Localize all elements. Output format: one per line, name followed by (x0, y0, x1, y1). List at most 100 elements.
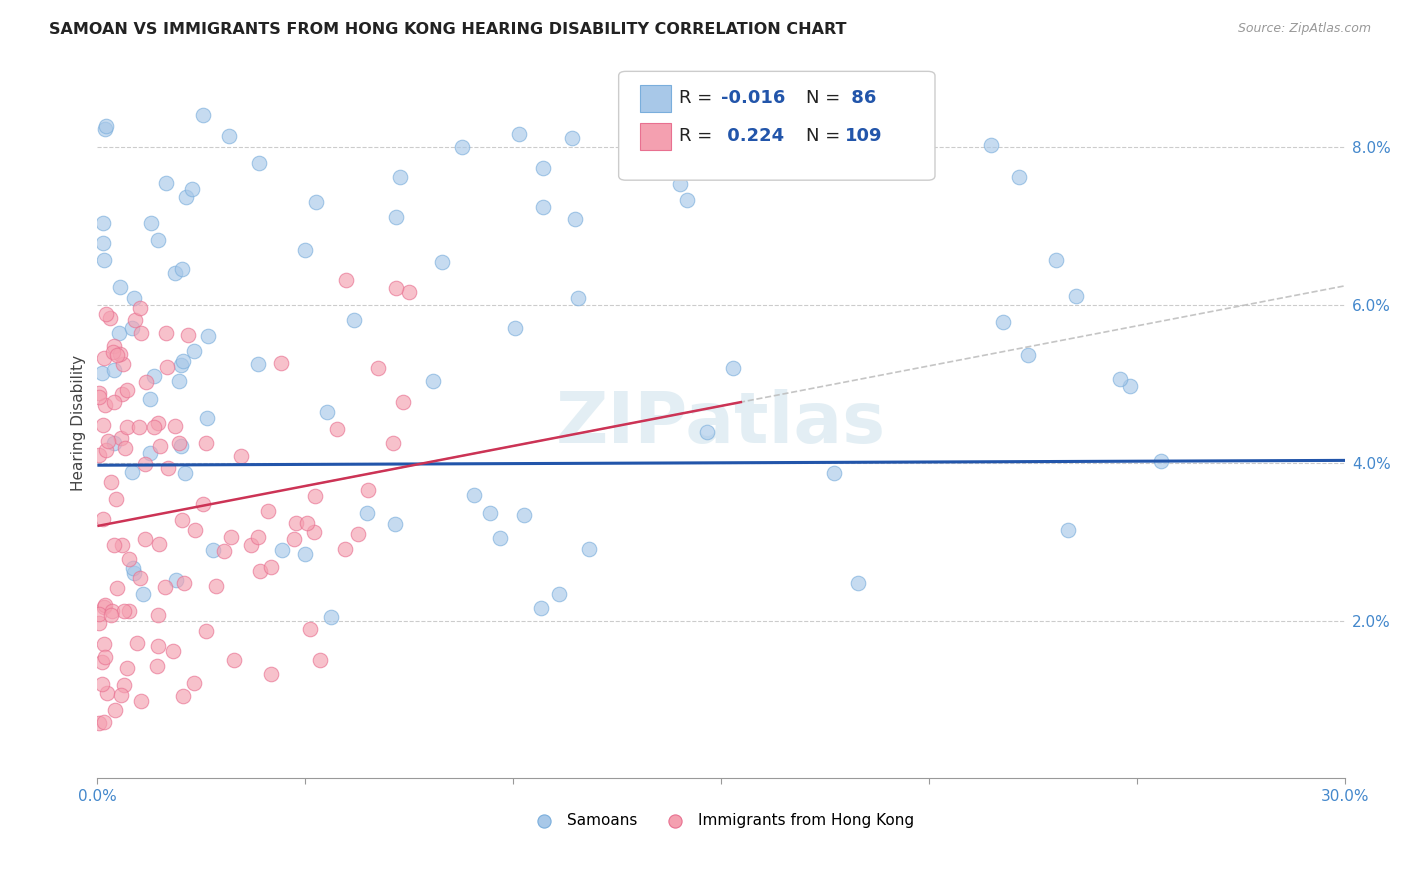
Point (138, 446, 160, 460)
Point (93, 351, 115, 366)
Point (231, 449, 253, 463)
Point (249, 565, 271, 579)
Point (191, 497, 214, 511)
Point (567, 291, 589, 305)
Point (105, 348, 128, 362)
Point (658, 110, 681, 124)
Point (91, 512, 114, 526)
Point (96, 119, 118, 133)
Point (356, 506, 378, 520)
Point (128, 301, 150, 316)
Text: R =: R = (679, 128, 718, 145)
Point (391, 395, 413, 409)
Point (993, 315, 1015, 329)
Point (142, 368, 165, 383)
Point (93, 637, 115, 651)
Text: -0.016: -0.016 (721, 89, 786, 107)
Point (91, 655, 114, 669)
Point (260, 560, 283, 574)
Point (398, 285, 420, 300)
Point (513, 508, 536, 522)
Point (326, 422, 349, 436)
Text: N =: N = (806, 128, 845, 145)
Point (547, 586, 569, 600)
Point (148, 608, 170, 623)
Point (91, 677, 114, 691)
Point (309, 652, 332, 666)
Point (100, 311, 122, 326)
Point (503, 321, 526, 335)
Point (212, 544, 235, 558)
Point (121, 321, 143, 335)
Point (297, 516, 319, 530)
Point (531, 161, 554, 176)
Point (172, 262, 194, 277)
Point (1150, 454, 1173, 468)
Point (125, 635, 148, 649)
Point (114, 678, 136, 692)
Point (122, 566, 145, 581)
Point (170, 358, 193, 372)
Point (146, 233, 169, 247)
Point (422, 374, 444, 388)
Point (155, 176, 177, 190)
Point (94, 599, 117, 613)
Point (132, 587, 155, 601)
Point (156, 460, 179, 475)
Point (219, 530, 242, 544)
Point (162, 644, 184, 658)
Point (105, 581, 128, 595)
Legend: Samoans, Immigrants from Hong Kong: Samoans, Immigrants from Hong Kong (522, 807, 921, 834)
Point (389, 169, 412, 184)
Point (463, 488, 485, 502)
Point (224, 653, 246, 667)
Point (384, 516, 406, 531)
Point (103, 538, 125, 552)
Point (173, 576, 195, 591)
Point (110, 688, 132, 702)
Point (316, 405, 339, 419)
Point (93, 600, 115, 615)
Point (367, 361, 389, 376)
Point (117, 660, 139, 674)
Point (1119, 378, 1142, 392)
Point (191, 107, 214, 121)
Point (124, 313, 146, 327)
Point (1057, 523, 1080, 537)
Point (478, 506, 501, 520)
Point (284, 516, 307, 531)
Point (197, 328, 219, 343)
Point (121, 466, 143, 480)
Point (1045, 252, 1067, 267)
Point (578, 541, 600, 556)
Text: 109: 109 (845, 128, 883, 145)
Point (148, 537, 170, 551)
Point (96, 686, 118, 700)
Point (101, 344, 124, 359)
Point (93, 714, 115, 729)
Point (129, 694, 152, 708)
Point (135, 375, 157, 389)
Point (89, 385, 111, 400)
Point (451, 139, 474, 153)
Point (103, 395, 125, 409)
Text: SAMOAN VS IMMIGRANTS FROM HONG KONG HEARING DISABILITY CORRELATION CHART: SAMOAN VS IMMIGRANTS FROM HONG KONG HEAR… (49, 22, 846, 37)
Point (89, 448, 111, 462)
Point (94, 307, 117, 321)
Y-axis label: Hearing Disability: Hearing Disability (72, 355, 86, 491)
Point (564, 212, 586, 227)
Point (134, 457, 156, 471)
Point (343, 313, 366, 327)
Point (304, 489, 326, 503)
Point (112, 357, 135, 371)
Point (488, 531, 510, 545)
Point (169, 439, 191, 453)
Point (183, 343, 205, 358)
Point (110, 347, 132, 361)
Point (167, 375, 190, 389)
Point (696, 425, 718, 440)
Point (247, 357, 270, 371)
Point (89, 607, 111, 621)
Point (194, 624, 217, 638)
Text: 0.224: 0.224 (721, 128, 785, 145)
